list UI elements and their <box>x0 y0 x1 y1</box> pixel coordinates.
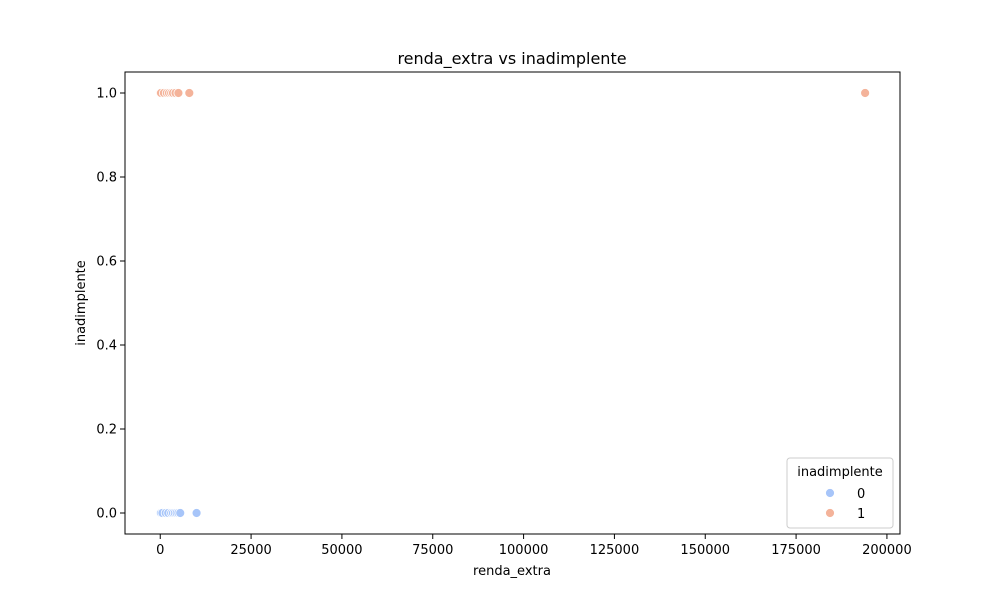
data-point-series-1-9 <box>184 88 195 98</box>
legend-label-0: 0 <box>857 487 865 502</box>
data-point-series-0-10 <box>175 508 186 518</box>
x-tick-label-5: 125000 <box>590 543 640 558</box>
x-tick-label-4: 100000 <box>499 543 549 558</box>
y-tick-label-0: 0.0 <box>96 507 117 522</box>
x-tick-label-6: 150000 <box>680 543 730 558</box>
x-tick-label-0: 0 <box>156 543 164 558</box>
y-axis-ticks: 0.0 0.2 0.4 0.6 0.8 1.0 <box>96 87 125 522</box>
legend: inadimplente 0 1 <box>786 457 894 529</box>
y-tick-label-1: 0.2 <box>96 423 117 438</box>
legend-label-1: 1 <box>857 507 865 522</box>
x-axis-label: renda_extra <box>473 564 551 579</box>
y-axis-label: inadimplente <box>74 260 89 346</box>
legend-title: inadimplente <box>797 465 883 480</box>
legend-marker-1 <box>825 508 835 518</box>
data-point-series-1-10 <box>860 88 871 98</box>
y-tick-label-2: 0.4 <box>96 339 117 354</box>
y-tick-label-5: 1.0 <box>96 87 117 102</box>
x-tick-label-2: 50000 <box>321 543 362 558</box>
x-tick-label-1: 25000 <box>230 543 271 558</box>
plot-frame <box>124 71 901 535</box>
data-point-series-1-8 <box>173 88 184 98</box>
x-axis-ticks: 0 25000 50000 75000 100000 125000 150000 175000… <box>156 534 912 558</box>
chart-title: renda_extra vs inadimplente <box>397 49 626 69</box>
y-tick-label-3: 0.6 <box>96 255 117 270</box>
points-layer <box>155 88 871 518</box>
legend-box <box>786 457 894 529</box>
data-point-series-0-11 <box>191 508 202 518</box>
x-tick-label-3: 75000 <box>412 543 453 558</box>
legend-marker-0 <box>825 488 835 498</box>
x-tick-label-7: 175000 <box>771 543 821 558</box>
x-tick-label-8: 200000 <box>862 543 912 558</box>
y-tick-label-4: 0.8 <box>96 171 117 186</box>
